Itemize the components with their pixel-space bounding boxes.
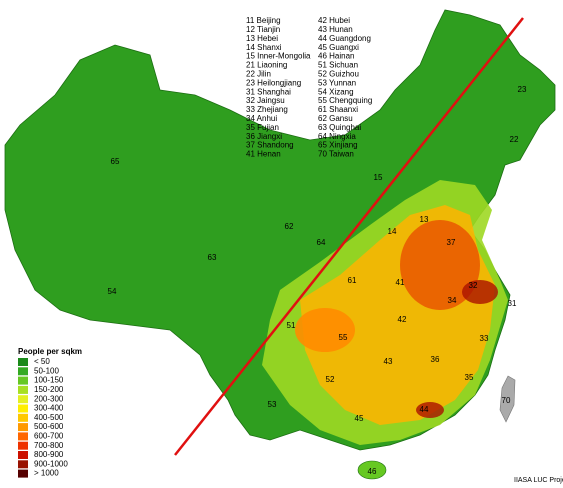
province-entry: 62 Gansu — [318, 114, 353, 123]
province-entry: 64 Ningxia — [318, 132, 356, 141]
province-entry: 42 Hubei — [318, 16, 350, 25]
province-label: 54 — [108, 287, 117, 296]
province-label: 31 — [508, 299, 517, 308]
province-entry: 31 Shanghai — [246, 87, 291, 96]
legend-label: 50-100 — [34, 366, 59, 375]
credit: IIASA LUC Projec — [514, 477, 563, 484]
province-label: 61 — [348, 276, 357, 285]
province-entry: 13 Hebei — [246, 34, 278, 43]
province-label: 36 — [431, 355, 440, 364]
province-entry: 70 Taiwan — [318, 150, 354, 159]
legend-swatch — [18, 432, 28, 441]
province-entry: 11 Beijing — [246, 16, 281, 25]
legend-label: 700-800 — [34, 441, 64, 450]
province-label: 53 — [268, 400, 277, 409]
province-label: 15 — [374, 173, 383, 182]
province-label: 63 — [208, 253, 217, 262]
province-entry: 44 Guangdong — [318, 34, 371, 43]
legend-title: People per sqkm — [18, 347, 82, 356]
province-entry: 22 Jilin — [246, 70, 271, 79]
province-entry: 33 Zhejiang — [246, 105, 288, 114]
legend-swatch — [18, 451, 28, 459]
legend-label: 150-200 — [34, 385, 64, 394]
province-label: 37 — [447, 238, 456, 247]
sichuan-basin — [295, 308, 355, 352]
province-label: 42 — [398, 315, 407, 324]
legend-label: > 1000 — [34, 469, 59, 478]
province-label: 34 — [448, 296, 457, 305]
province-entry: 55 Chengquing — [318, 96, 372, 105]
legend-swatch — [18, 395, 28, 404]
province-label: 41 — [396, 278, 405, 287]
province-label: 52 — [326, 375, 335, 384]
province-label: 33 — [480, 334, 489, 343]
province-label: 51 — [287, 321, 296, 330]
province-entry: 32 Jaingsu — [246, 96, 285, 105]
legend-swatch — [18, 423, 28, 432]
province-entry: 35 Fujian — [246, 123, 279, 132]
province-entry: 52 Guizhou — [318, 70, 359, 79]
province-entry: 45 Guangxi — [318, 43, 359, 52]
province-entry: 34 Anhui — [246, 114, 277, 123]
province-entry: 46 Hainan — [318, 52, 354, 61]
taiwan — [499, 375, 516, 423]
legend-swatch — [18, 385, 28, 394]
province-label: 44 — [420, 405, 429, 414]
province-entry: 43 Hunan — [318, 25, 353, 34]
yangtze-delta — [462, 280, 498, 304]
legend-swatch — [18, 469, 28, 478]
province-entry: 36 Jiangxi — [246, 132, 282, 141]
province-label: 70 — [502, 396, 511, 405]
heihe-tengchong-line — [174, 17, 524, 456]
province-entry: 65 Xinjiang — [318, 141, 358, 150]
province-label: 64 — [317, 238, 326, 247]
province-label: 14 — [388, 227, 397, 236]
province-label: 62 — [285, 222, 294, 231]
province-entry: 15 Inner-Mongolia — [246, 52, 311, 61]
province-entry: 63 Quinghai — [318, 123, 361, 132]
province-entry: 37 Shandong — [246, 141, 294, 150]
province-entry: 51 Sichuan — [318, 61, 358, 70]
province-label: 35 — [465, 373, 474, 382]
province-label: 45 — [355, 414, 364, 423]
province-entry: 23 Heilongjiang — [246, 78, 301, 87]
province-entry: 53 Yunnan — [318, 78, 356, 87]
legend-label: 900-1000 — [34, 459, 68, 468]
province-label: 43 — [384, 357, 393, 366]
province-label: 46 — [368, 467, 377, 476]
province-label: 23 — [518, 85, 527, 94]
legend-label: 600-700 — [34, 432, 64, 441]
province-entry: 61 Shaanxi — [318, 105, 358, 114]
province-entry: 41 Henan — [246, 150, 281, 159]
hainan — [357, 460, 387, 480]
legend-label: 300-400 — [34, 404, 64, 413]
province-label: 13 — [420, 215, 429, 224]
legend-label: 400-500 — [34, 413, 64, 422]
legend-swatch — [18, 413, 28, 422]
pearl-delta — [416, 402, 444, 418]
province-entry: 14 Shanxi — [246, 43, 282, 52]
legend-swatch — [18, 441, 28, 450]
province-entry: 12 Tianjin — [246, 25, 280, 34]
legend-label: 500-600 — [34, 422, 64, 431]
north-china-plain — [400, 220, 480, 310]
province-label: 65 — [111, 157, 120, 166]
province-label: 55 — [339, 333, 348, 342]
legend-swatch — [18, 404, 28, 413]
legend-label: < 50 — [34, 357, 50, 366]
legend-swatch — [18, 376, 28, 385]
legend-swatch — [18, 358, 28, 366]
legend-swatch — [18, 460, 28, 469]
legend-label: 200-300 — [34, 394, 64, 403]
legend-label: 100-150 — [34, 376, 64, 385]
legend-swatch — [18, 367, 28, 376]
province-entry: 54 Xizang — [318, 87, 354, 96]
province-label: 22 — [510, 135, 519, 144]
province-entry: 21 Liaoning — [246, 61, 287, 70]
province-label: 32 — [469, 281, 478, 290]
legend-label: 800-900 — [34, 450, 64, 459]
